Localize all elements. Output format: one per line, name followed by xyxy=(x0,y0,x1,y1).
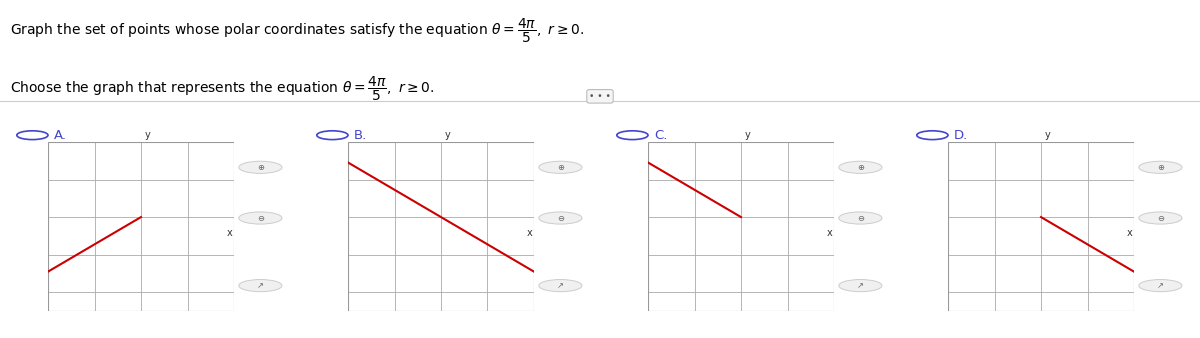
Text: ⊖: ⊖ xyxy=(1157,214,1164,222)
Text: x: x xyxy=(827,228,833,238)
Text: x: x xyxy=(527,228,533,238)
Text: A.: A. xyxy=(54,129,67,142)
Text: y: y xyxy=(745,130,750,140)
Text: D.: D. xyxy=(954,129,968,142)
Text: ↗: ↗ xyxy=(1157,281,1164,290)
Text: ⊖: ⊖ xyxy=(857,214,864,222)
Text: ↗: ↗ xyxy=(257,281,264,290)
Text: • • •: • • • xyxy=(589,92,611,101)
Text: ⊕: ⊕ xyxy=(857,163,864,172)
Text: x: x xyxy=(227,228,233,238)
Text: y: y xyxy=(145,130,150,140)
Text: ⊖: ⊖ xyxy=(257,214,264,222)
Text: x: x xyxy=(1127,228,1133,238)
Text: ⊖: ⊖ xyxy=(557,214,564,222)
Text: B.: B. xyxy=(354,129,367,142)
Text: y: y xyxy=(445,130,450,140)
Text: ⊕: ⊕ xyxy=(557,163,564,172)
Text: C.: C. xyxy=(654,129,667,142)
Text: ⊕: ⊕ xyxy=(1157,163,1164,172)
Text: ⊕: ⊕ xyxy=(257,163,264,172)
Text: ↗: ↗ xyxy=(557,281,564,290)
Text: Choose the graph that represents the equation $\theta = \dfrac{4\pi}{5},\ r\geq : Choose the graph that represents the equ… xyxy=(10,74,434,103)
Text: y: y xyxy=(1045,130,1050,140)
Text: ↗: ↗ xyxy=(857,281,864,290)
Text: Graph the set of points whose polar coordinates satisfy the equation $\theta = \: Graph the set of points whose polar coor… xyxy=(10,17,583,45)
